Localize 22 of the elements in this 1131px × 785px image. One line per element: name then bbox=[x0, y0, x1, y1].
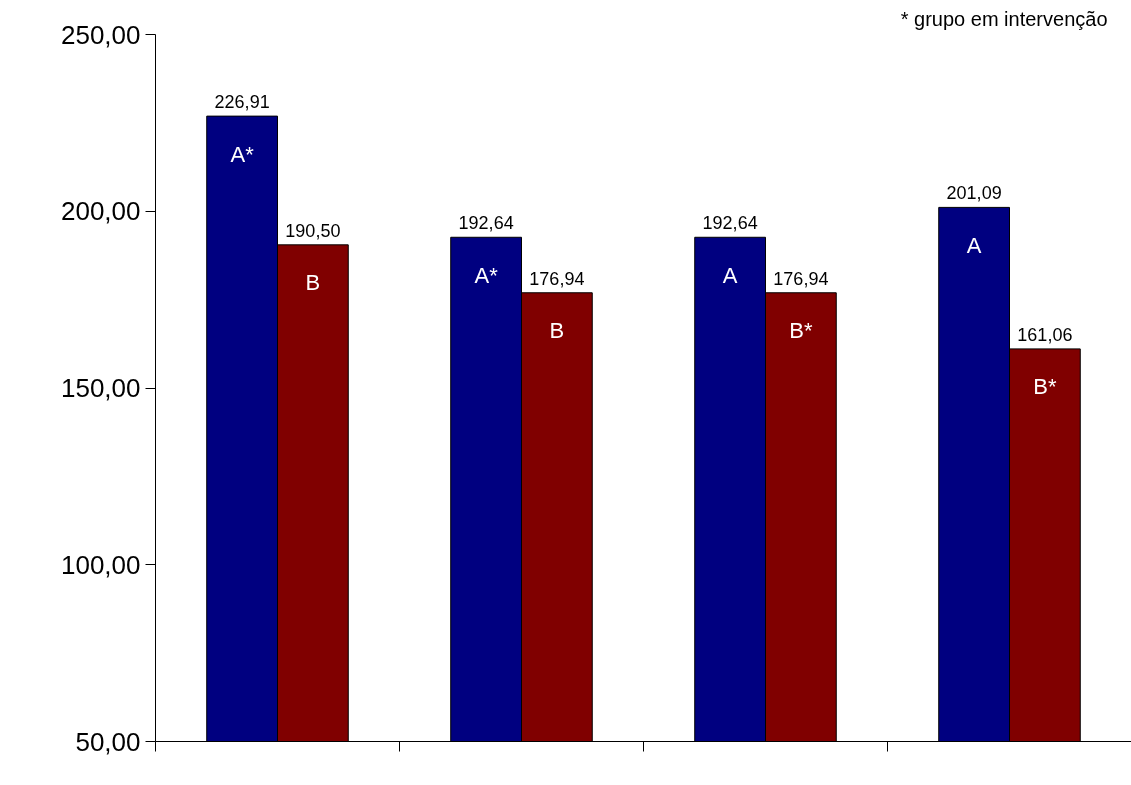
data-label: 176,94 bbox=[773, 268, 829, 289]
annotation: A bbox=[966, 232, 982, 258]
annotation: B bbox=[549, 318, 565, 344]
y-tick-label: 150,00 bbox=[60, 373, 141, 403]
data-label: 190,50 bbox=[285, 220, 341, 241]
annotation: A* bbox=[230, 141, 255, 167]
annotation: A bbox=[722, 262, 738, 288]
annotation: A* bbox=[474, 262, 499, 288]
text: * grupo em intervenção bbox=[900, 7, 1108, 30]
data-label: 201,09 bbox=[946, 183, 1002, 204]
data-label: 192,64 bbox=[702, 213, 758, 234]
data-label: 192,64 bbox=[458, 213, 514, 234]
annotation: B bbox=[305, 270, 321, 296]
y-tick-label: 250,00 bbox=[60, 19, 141, 50]
y-tick-label: 200,00 bbox=[60, 196, 141, 227]
data-label: 226,91 bbox=[214, 92, 270, 113]
y-tick-label: 100,00 bbox=[60, 549, 141, 580]
data-label: 176,94 bbox=[529, 268, 585, 289]
y-tick-label: 50,00 bbox=[75, 726, 141, 757]
data-label: 161,06 bbox=[1017, 324, 1073, 345]
annotation: B* bbox=[1033, 374, 1057, 400]
annotation: B* bbox=[789, 318, 813, 344]
